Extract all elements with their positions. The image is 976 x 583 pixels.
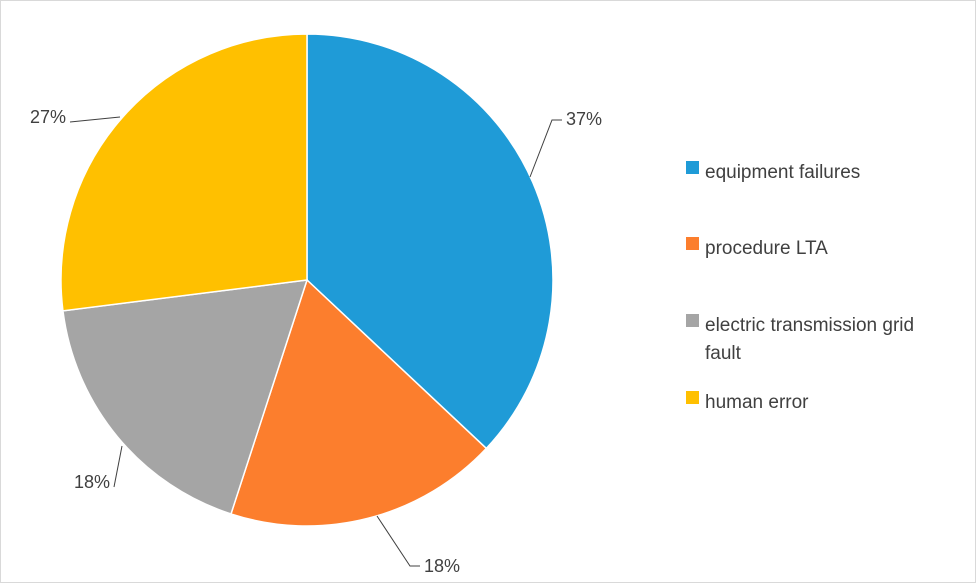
pie-slice-human-error [60,33,308,312]
legend-marker [686,391,699,404]
pie-slice-electric-transmission-grid-fault [62,279,309,515]
legend-marker [686,237,699,250]
data-label-human-error: 27% [30,107,66,127]
legend-marker [686,314,699,327]
data-labels: 37% 18% 18% 27% [30,107,602,576]
leader-line-electric-transmission-grid-fault [113,445,123,488]
pie-slices [60,33,554,527]
data-label-electric-transmission-grid-fault: 18% [74,472,110,492]
leader-lines [69,116,562,567]
leader-line-procedure-lta [376,515,420,567]
leader-line-human-error [69,116,121,123]
legend-entry-electric-transmission-grid-fault: electric transmission grid fault [686,314,914,364]
data-label-equipment-failures: 37% [566,109,602,129]
data-label-procedure-lta: 18% [424,556,460,576]
legend-entry-human-error: human error [686,391,809,413]
legend-entry-procedure-lta: procedure LTA [686,237,828,259]
pie-slice-procedure-lta [230,278,488,527]
legend-label: electric transmission grid [705,315,914,336]
legend-label: procedure LTA [705,238,828,259]
legend-label: equipment failures [705,162,860,183]
legend: equipment failures procedure LTA electric … [686,161,914,413]
legend-marker [686,161,699,174]
pie-slice-equipment-failures [306,33,554,450]
legend-label: fault [705,343,742,364]
legend-entry-equipment-failures: equipment failures [686,161,860,183]
legend-label: human error [705,392,809,413]
leader-line-equipment-failures [529,119,562,178]
